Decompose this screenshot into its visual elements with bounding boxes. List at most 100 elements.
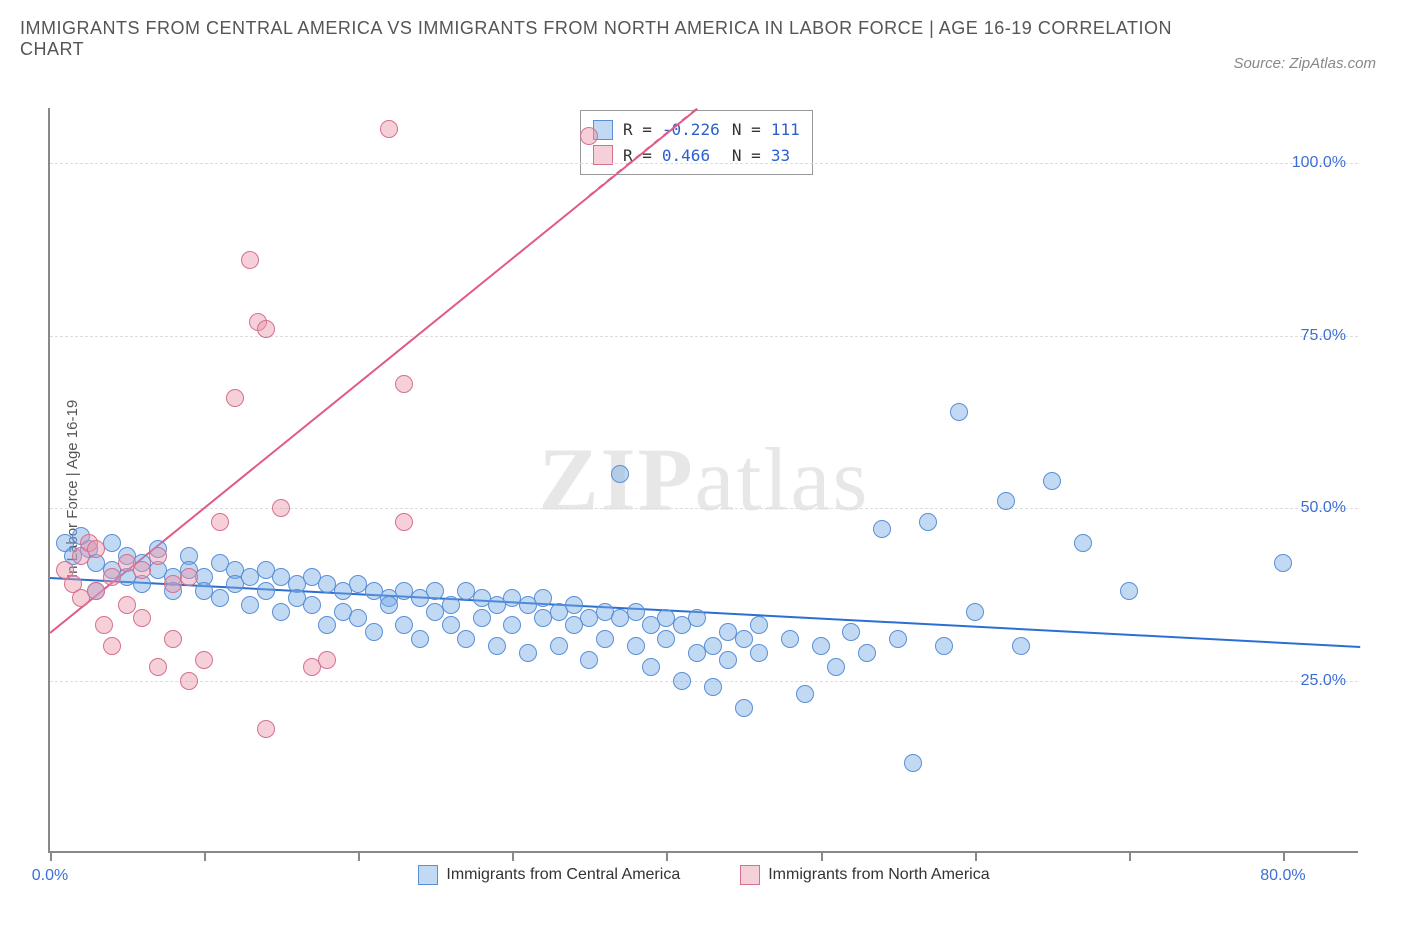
gridline — [50, 508, 1358, 509]
y-tick-label: 25.0% — [1301, 672, 1346, 690]
data-point — [133, 561, 151, 579]
x-tick — [975, 851, 977, 861]
data-point — [812, 637, 830, 655]
x-tick-label: 0.0% — [32, 867, 68, 885]
data-point — [226, 389, 244, 407]
data-point — [827, 658, 845, 676]
data-point — [395, 375, 413, 393]
data-point — [103, 568, 121, 586]
data-point — [688, 609, 706, 627]
data-point — [503, 616, 521, 634]
data-point — [180, 568, 198, 586]
data-point — [611, 465, 629, 483]
y-tick-label: 100.0% — [1292, 154, 1346, 172]
data-point — [873, 520, 891, 538]
data-point — [1043, 472, 1061, 490]
data-point — [180, 672, 198, 690]
data-point — [642, 658, 660, 676]
legend-stats-row: R = 0.466N = 33 — [593, 143, 800, 169]
data-point — [750, 616, 768, 634]
x-tick — [204, 851, 206, 861]
y-tick-label: 50.0% — [1301, 499, 1346, 517]
data-point — [1012, 637, 1030, 655]
x-tick — [666, 851, 668, 861]
data-point — [519, 644, 537, 662]
gridline — [50, 163, 1358, 164]
data-point — [781, 630, 799, 648]
x-tick — [1129, 851, 1131, 861]
data-point — [997, 492, 1015, 510]
data-point — [395, 513, 413, 531]
data-point — [442, 596, 460, 614]
data-point — [966, 603, 984, 621]
data-point — [87, 582, 105, 600]
data-point — [580, 651, 598, 669]
legend-swatch — [740, 865, 760, 885]
data-point — [411, 630, 429, 648]
data-point — [318, 616, 336, 634]
legend-label: Immigrants from Central America — [446, 866, 680, 884]
data-point — [858, 644, 876, 662]
data-point — [904, 754, 922, 772]
data-point — [211, 589, 229, 607]
data-point — [365, 623, 383, 641]
data-point — [257, 720, 275, 738]
data-point — [211, 513, 229, 531]
data-point — [657, 630, 675, 648]
data-point — [673, 672, 691, 690]
data-point — [1120, 582, 1138, 600]
legend-stats-box: R = -0.226N = 111R = 0.466N = 33 — [580, 110, 813, 175]
data-point — [318, 651, 336, 669]
data-point — [534, 589, 552, 607]
data-point — [796, 685, 814, 703]
data-point — [257, 582, 275, 600]
data-point — [103, 637, 121, 655]
data-point — [950, 403, 968, 421]
data-point — [627, 637, 645, 655]
gridline — [50, 336, 1358, 337]
data-point — [149, 547, 167, 565]
data-point — [303, 596, 321, 614]
data-point — [889, 630, 907, 648]
data-point — [349, 609, 367, 627]
data-point — [195, 651, 213, 669]
legend-item: Immigrants from Central America — [418, 865, 680, 885]
data-point — [380, 120, 398, 138]
x-tick — [512, 851, 514, 861]
data-point — [426, 582, 444, 600]
data-point — [272, 499, 290, 517]
data-point — [719, 651, 737, 669]
data-point — [735, 699, 753, 717]
scatter-plot: ZIPatlas In Labor Force | Age 16-19 R = … — [48, 108, 1358, 853]
data-point — [1074, 534, 1092, 552]
data-point — [380, 596, 398, 614]
data-point — [457, 630, 475, 648]
data-point — [842, 623, 860, 641]
data-point — [750, 644, 768, 662]
gridline — [50, 681, 1358, 682]
data-point — [627, 603, 645, 621]
x-tick — [358, 851, 360, 861]
data-point — [87, 540, 105, 558]
data-point — [919, 513, 937, 531]
data-point — [103, 534, 121, 552]
data-point — [488, 637, 506, 655]
legend-item: Immigrants from North America — [740, 865, 989, 885]
legend-label: Immigrants from North America — [768, 866, 989, 884]
data-point — [133, 609, 151, 627]
data-point — [118, 596, 136, 614]
data-point — [596, 630, 614, 648]
data-point — [565, 596, 583, 614]
x-tick — [1283, 851, 1285, 861]
data-point — [935, 637, 953, 655]
x-tick-label: 80.0% — [1260, 867, 1305, 885]
data-point — [257, 320, 275, 338]
watermark: ZIPatlas — [539, 428, 870, 531]
x-tick — [821, 851, 823, 861]
data-point — [704, 678, 722, 696]
legend-swatch — [418, 865, 438, 885]
data-point — [272, 603, 290, 621]
data-point — [164, 630, 182, 648]
data-point — [1274, 554, 1292, 572]
data-point — [735, 630, 753, 648]
